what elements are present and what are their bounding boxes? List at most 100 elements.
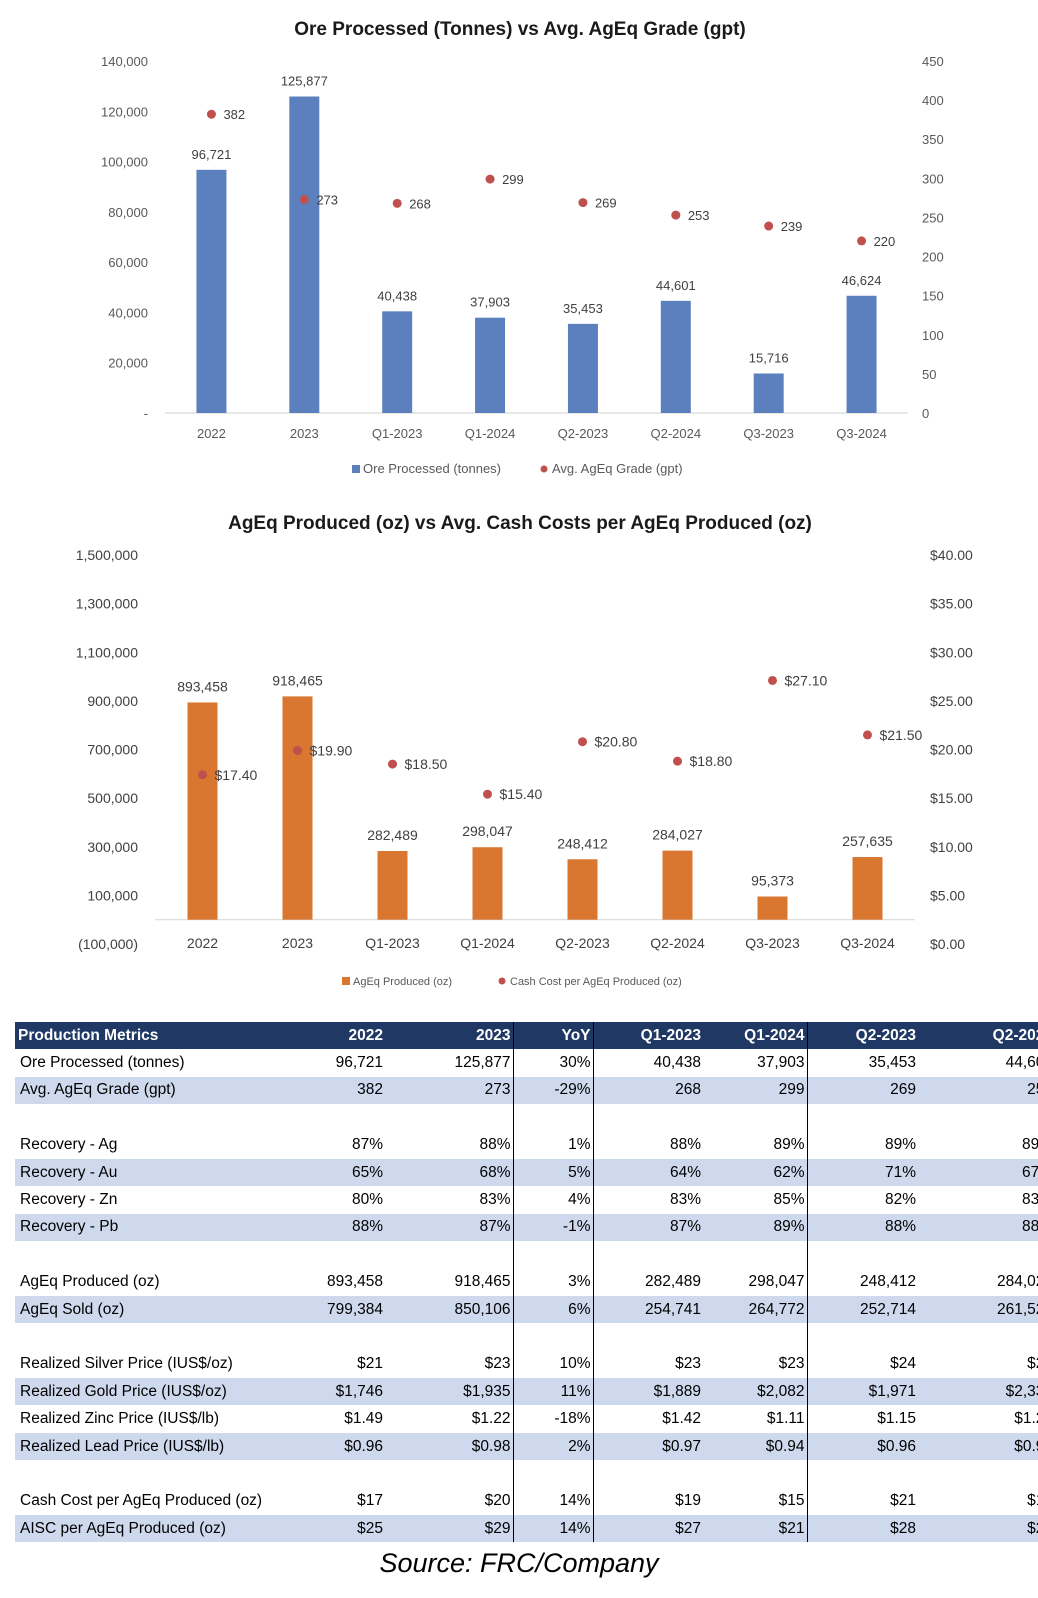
chart2-x-tick: Q2-2024 bbox=[650, 935, 705, 951]
table-cell: 252,714 bbox=[806, 1295, 918, 1324]
chart1-x-tick: Q1-2023 bbox=[372, 426, 423, 441]
table-cell bbox=[703, 1323, 807, 1350]
chart1-y-left-tick: 40,000 bbox=[108, 305, 148, 320]
table-cell: $1.22 bbox=[471, 1410, 511, 1428]
table-cell bbox=[918, 1323, 1038, 1350]
chart2-bar-label: 248,412 bbox=[557, 835, 608, 851]
chart1-y-left-tick: 120,000 bbox=[101, 104, 148, 119]
table-cell: 40,438 bbox=[592, 1049, 703, 1077]
chart1-x-tick: 2022 bbox=[197, 426, 226, 441]
table-cell: 71% bbox=[806, 1158, 918, 1187]
table-cell: 253 bbox=[918, 1076, 1038, 1105]
chart2-y-left-tick: 1,500,000 bbox=[76, 547, 138, 563]
table-cell: -29% bbox=[512, 1076, 593, 1105]
ageq-produced-chart-svg: AgEq Produced (oz) vs Avg. Cash Costs pe… bbox=[76, 513, 973, 988]
table-cell: 64% bbox=[592, 1158, 703, 1187]
table-cell bbox=[512, 1104, 593, 1132]
table-cell: 82% bbox=[806, 1186, 918, 1214]
chart2-y-right-tick: $35.00 bbox=[930, 596, 973, 612]
table-cell: 87% bbox=[592, 1213, 703, 1242]
chart2-title: AgEq Produced (oz) vs Avg. Cash Costs pe… bbox=[228, 513, 812, 534]
chart2-bar-label: 257,635 bbox=[842, 833, 893, 849]
table-cell: $20 bbox=[484, 1492, 511, 1510]
table-cell: 89% bbox=[773, 1136, 805, 1154]
chart1-x-tick: Q3-2023 bbox=[743, 426, 794, 441]
table-cell: 382 bbox=[270, 1076, 385, 1105]
chart2-point-label: $18.80 bbox=[690, 753, 733, 769]
table-header-cell: 2023 bbox=[385, 1022, 513, 1050]
table-cell bbox=[806, 1241, 918, 1269]
table-cell: 10% bbox=[512, 1350, 593, 1379]
table-header-label: Production Metrics bbox=[15, 1022, 270, 1050]
chart1-point bbox=[764, 221, 774, 231]
chart1-y-left-tick: 20,000 bbox=[108, 356, 148, 371]
table-row-label: AISC per AgEq Produced (oz) bbox=[15, 1515, 270, 1542]
chart1-y-right-tick: 100 bbox=[922, 328, 944, 343]
chart2-y-right-tick: $20.00 bbox=[930, 742, 973, 758]
chart2-point bbox=[198, 770, 207, 780]
table-cell: 88% bbox=[592, 1131, 703, 1159]
table-cell: $1.49 bbox=[344, 1410, 383, 1428]
table-cell: 6% bbox=[512, 1295, 593, 1324]
chart1-legend-dot-swatch bbox=[540, 465, 548, 473]
chart1-point bbox=[485, 174, 495, 184]
table-cell: 298,047 bbox=[748, 1273, 805, 1291]
table-cell: 269 bbox=[806, 1076, 918, 1105]
chart2-y-right-tick: $10.00 bbox=[930, 839, 973, 855]
table-cell: $2,082 bbox=[703, 1378, 807, 1406]
chart2-y-left-tick: 100,000 bbox=[87, 887, 138, 903]
chart1-bar-label: 15,716 bbox=[749, 350, 789, 365]
table-cell: $19 bbox=[1027, 1492, 1038, 1510]
chart2-x-tick: Q3-2023 bbox=[745, 935, 800, 951]
table-cell: 89% bbox=[1021, 1136, 1038, 1154]
table-cell: $2,337 bbox=[918, 1378, 1038, 1406]
table-cell bbox=[918, 1460, 1038, 1487]
table-cell bbox=[385, 1241, 513, 1268]
table-header-cell: Q1-2023 bbox=[592, 1022, 703, 1050]
chart2-y-left-tick: 1,100,000 bbox=[76, 644, 138, 660]
table-spacer-row bbox=[15, 1104, 1038, 1132]
table-cell: 83% bbox=[479, 1191, 511, 1209]
chart2-point-label: $15.40 bbox=[500, 786, 543, 802]
table-cell bbox=[15, 1104, 270, 1131]
table-cell: $24 bbox=[806, 1350, 918, 1379]
table-cell: 65% bbox=[270, 1158, 385, 1187]
table-cell: 88% bbox=[479, 1136, 511, 1154]
table-row-label: Realized Silver Price (IUS$/oz) bbox=[20, 1355, 233, 1373]
chart1-x-tick: Q2-2024 bbox=[651, 426, 702, 441]
table-cell: $1.42 bbox=[592, 1405, 703, 1433]
chart1-point-label: 273 bbox=[316, 192, 338, 207]
table-row: Avg. AgEq Grade (gpt) 382 273 -29% 268 299 269… bbox=[15, 1076, 1038, 1105]
chart2-y-left-tick: 900,000 bbox=[87, 693, 138, 709]
table-cell: $1,889 bbox=[592, 1378, 703, 1406]
table-cell bbox=[806, 1460, 918, 1488]
chart2-bar-label: 918,465 bbox=[272, 672, 323, 688]
table-cell: 4% bbox=[512, 1186, 593, 1214]
table-row-label: Recovery - Zn bbox=[20, 1191, 118, 1209]
chart2-x-tick: Q1-2024 bbox=[460, 935, 515, 951]
table-cell: $26 bbox=[918, 1515, 1038, 1542]
table-cell: $0.96 bbox=[270, 1432, 385, 1461]
chart2-y-left-tick: 700,000 bbox=[87, 742, 138, 758]
chart1-point bbox=[857, 236, 867, 246]
chart1-y-right-tick: 50 bbox=[922, 367, 936, 382]
table-cell: $23 bbox=[484, 1355, 511, 1373]
chart1-x-tick: Q3-2024 bbox=[836, 426, 887, 441]
chart1-y-left-tick: 100,000 bbox=[101, 155, 148, 170]
table-cell: 88% bbox=[806, 1213, 918, 1242]
table-row: Cash Cost per AgEq Produced (oz) $17 $20 14… bbox=[15, 1487, 1038, 1516]
table-cell: 264,772 bbox=[703, 1295, 807, 1324]
table-spacer-row bbox=[15, 1323, 1038, 1351]
table-cell bbox=[270, 1104, 385, 1131]
chart1-bar bbox=[382, 311, 413, 413]
chart1-x-tick: Q2-2023 bbox=[558, 426, 609, 441]
chart1-point-label: 268 bbox=[409, 196, 431, 211]
chart1-bar-label: 37,903 bbox=[470, 295, 510, 310]
chart2-bar bbox=[282, 696, 313, 920]
table-cell bbox=[703, 1460, 807, 1487]
table-cell: $29 bbox=[1027, 1355, 1038, 1373]
table-cell: 799,384 bbox=[270, 1295, 385, 1324]
table-cell bbox=[512, 1323, 593, 1351]
table-header-cell: Q2-2023 bbox=[806, 1022, 918, 1050]
